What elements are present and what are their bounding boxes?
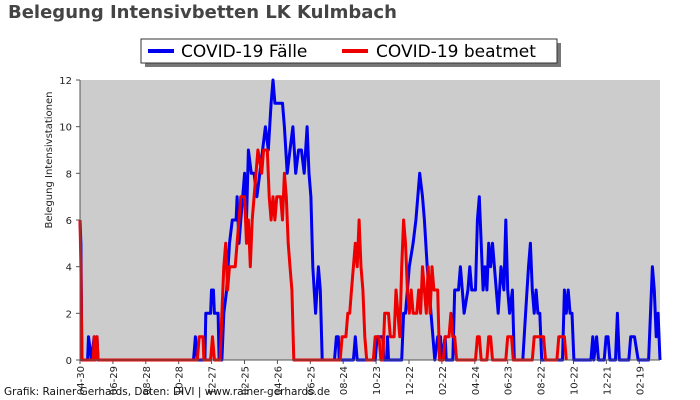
series-line-ventilated [78, 148, 568, 362]
y-tick-label: 6 [66, 216, 72, 227]
x-tick-label: 04-24 [471, 366, 482, 395]
y-tick-label: 8 [66, 169, 72, 180]
legend: COVID-19 Fälle COVID-19 beatmet [140, 38, 561, 67]
legend-box [140, 38, 558, 64]
x-tick-label: 04-30 [76, 366, 87, 395]
y-tick-label: 4 [66, 263, 72, 274]
x-tick-label: 06-29 [109, 366, 120, 395]
x-tick-label: 10-22 [570, 366, 581, 395]
x-tick-label: 10-23 [372, 366, 383, 395]
chart-title: Belegung Intensivbetten LK Kulmbach [8, 2, 397, 23]
x-tick-label: 02-25 [241, 366, 252, 395]
y-tick-label: 2 [66, 309, 72, 320]
x-tick-label: 06-23 [504, 366, 515, 395]
x-tick-label: 02-19 [635, 366, 646, 395]
y-tick-label: 10 [59, 123, 72, 134]
series-line-cases [78, 78, 662, 362]
x-tick-label: 08-28 [142, 366, 153, 395]
y-axis-label: Belegung Intensivstationen [44, 91, 55, 228]
series-layer [78, 78, 662, 362]
legend-label-ventilated: COVID-19 beatmet [376, 42, 536, 62]
y-tick-label: 0 [66, 356, 72, 367]
x-tick-label: 02-22 [438, 366, 449, 395]
y-axis: 0 2 4 6 8 10 12 [59, 76, 80, 367]
x-tick-label: 12-22 [405, 366, 416, 395]
legend-label-cases: COVID-19 Fälle [181, 42, 307, 62]
credit-text: Grafik: Rainer Gerhards, Daten: DIVI | w… [4, 386, 331, 398]
x-tick-label: 08-24 [339, 366, 350, 395]
x-tick-label: 06-25 [306, 366, 317, 395]
x-tick-label: 12-21 [602, 366, 613, 395]
x-tick-label: 12-27 [208, 366, 219, 395]
x-tick-label: 04-26 [273, 366, 284, 395]
x-tick-label: 08-22 [537, 366, 548, 395]
x-axis: 04-30 06-29 08-28 10-28 12-27 02-25 04-26 06-25… [76, 360, 646, 395]
y-tick-label: 12 [59, 76, 72, 87]
x-tick-label: 10-28 [175, 366, 186, 395]
